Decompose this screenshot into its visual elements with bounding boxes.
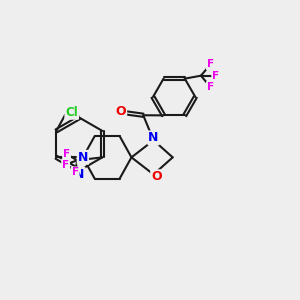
Text: F: F: [62, 160, 69, 170]
Text: O: O: [116, 105, 126, 118]
Text: F: F: [207, 59, 214, 69]
Text: N: N: [78, 151, 88, 164]
Text: F: F: [207, 82, 214, 92]
Text: F: F: [71, 167, 79, 178]
Text: Cl: Cl: [65, 106, 78, 119]
Text: N: N: [148, 131, 159, 144]
Text: N: N: [74, 168, 85, 181]
Text: O: O: [151, 170, 162, 183]
Text: F: F: [212, 71, 219, 81]
Text: F: F: [63, 149, 70, 159]
